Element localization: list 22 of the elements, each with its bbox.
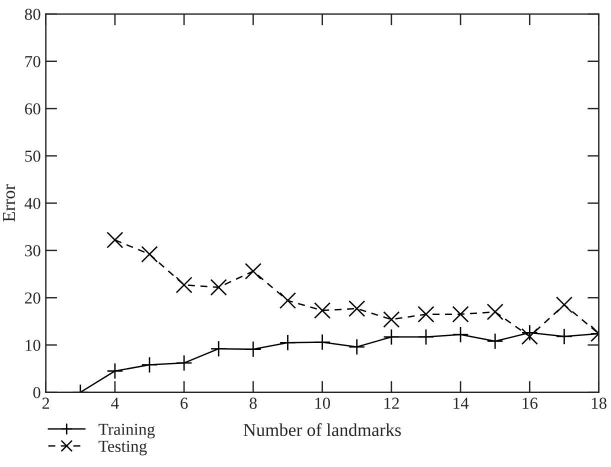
legend-label: Testing xyxy=(98,440,147,456)
x-tick-label: 14 xyxy=(454,398,469,409)
y-tick-label: 20 xyxy=(25,292,40,304)
x-tick-label: 4 xyxy=(111,398,119,409)
y-tick-label: 10 xyxy=(26,340,40,351)
x-tick-label: 18 xyxy=(592,398,606,409)
x-axis-title: Number of landmarks xyxy=(244,423,401,436)
y-tick-label: 50 xyxy=(25,150,40,162)
y-tick-label: 60 xyxy=(25,103,40,115)
x-tick-label: 8 xyxy=(250,398,257,409)
x-tick-label: 2 xyxy=(42,398,50,409)
x-tick-label: 6 xyxy=(180,398,188,409)
x-tick-label: 10 xyxy=(315,398,330,409)
legend-label: Training xyxy=(98,424,155,438)
y-tick-label: 80 xyxy=(24,8,40,20)
y-tick-label: 30 xyxy=(25,245,40,256)
y-tick-label: 0 xyxy=(33,386,40,398)
x-tick-label: 12 xyxy=(384,398,399,409)
y-axis-title: Error xyxy=(3,184,16,222)
y-tick-label: 70 xyxy=(25,56,40,68)
y-tick-label: 40 xyxy=(24,198,40,210)
x-tick-label: 16 xyxy=(522,398,538,409)
